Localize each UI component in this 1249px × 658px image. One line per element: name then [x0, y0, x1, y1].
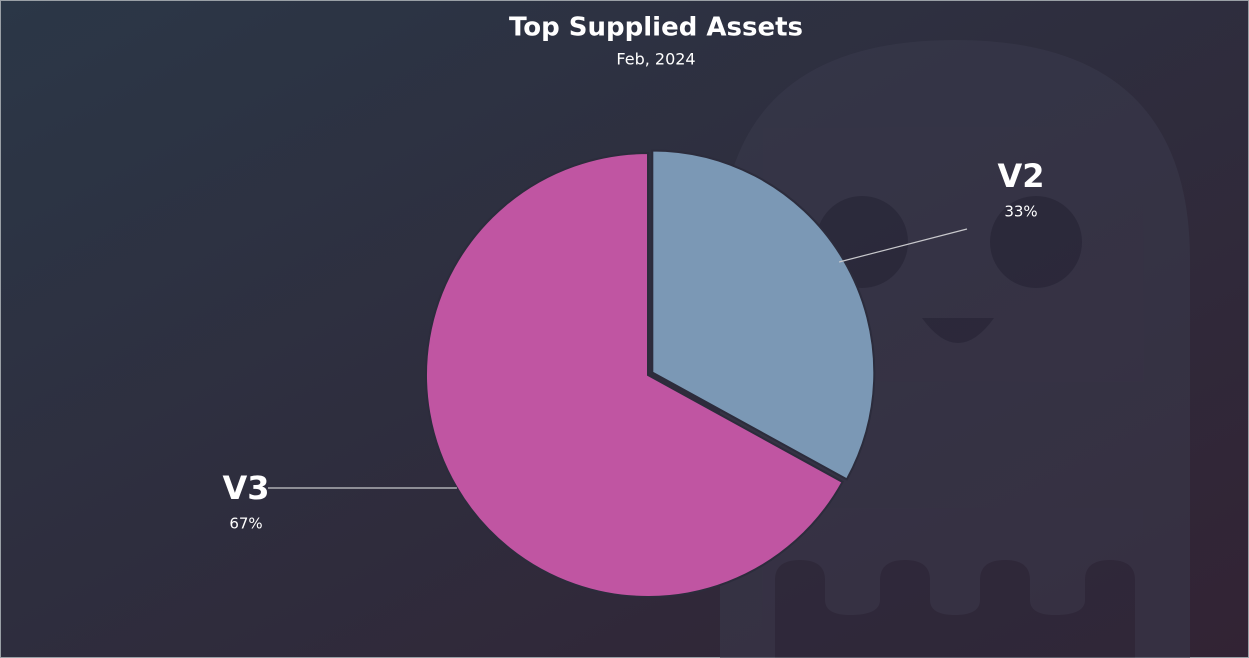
chart-subtitle: Feb, 2024: [616, 50, 695, 69]
leader-line: [838, 228, 968, 263]
value-label: 33%: [1004, 202, 1037, 220]
slice-label: V3: [222, 469, 269, 507]
value-label: 67%: [229, 515, 262, 533]
chart-title: Top Supplied Assets: [509, 13, 803, 43]
ghost-decoration: [720, 40, 1190, 658]
pie-slice: [651, 149, 876, 481]
slice-label: V2: [997, 157, 1044, 195]
